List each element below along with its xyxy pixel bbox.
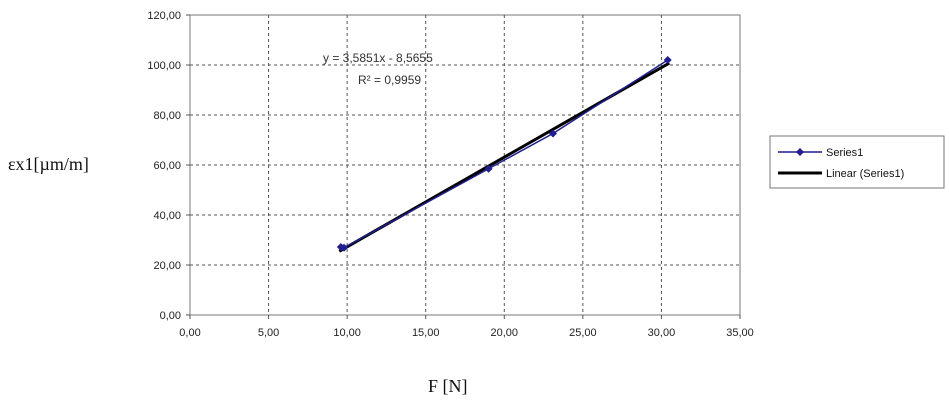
legend-series1-label: Series1: [826, 147, 863, 159]
x-tick-label: 35,00: [726, 327, 754, 339]
legend: Series1 Linear (Series1): [769, 135, 945, 189]
y-tick-label: 60,00: [153, 160, 181, 172]
legend-box: [769, 135, 945, 189]
y-axis-title: εx1[µm/m]: [8, 154, 89, 174]
plot-area: [189, 14, 741, 316]
y-tick-label: 80,00: [153, 110, 181, 122]
x-tick-label: 30,00: [648, 327, 676, 339]
y-axis-ticks: 0,00 20,00 40,00 60,00 80,00 100,00 120,00: [147, 10, 190, 322]
x-tick-label: 10,00: [333, 327, 361, 339]
x-axis-ticks: 0,00 5,00 10,00 15,00 20,00 25,00 30,00 35,00: [179, 315, 754, 339]
legend-linear-label: Linear (Series1): [826, 168, 904, 180]
x-tick-label: 25,00: [569, 327, 597, 339]
trendline-r-squared: R² = 0,9959: [358, 73, 421, 87]
x-axis-title: F [N]: [428, 376, 468, 396]
grid-lines: [190, 15, 740, 315]
x-tick-label: 20,00: [491, 327, 519, 339]
y-tick-label: 40,00: [153, 210, 181, 222]
legend-series1-marker: [796, 148, 804, 156]
data-point: [484, 164, 493, 173]
x-tick-label: 0,00: [179, 327, 200, 339]
series-group: [336, 56, 672, 252]
data-point: [549, 129, 557, 138]
y-tick-label: 20,00: [153, 260, 181, 272]
y-tick-label: 0,00: [160, 310, 181, 322]
y-tick-label: 120,00: [147, 10, 181, 22]
data-point: [663, 56, 672, 64]
data-point: [340, 243, 348, 252]
x-tick-label: 5,00: [258, 327, 279, 339]
x-tick-label: 15,00: [412, 327, 440, 339]
y-tick-label: 100,00: [147, 60, 181, 72]
trendline-equation: y = 3,5851x - 8,5655: [323, 51, 433, 65]
